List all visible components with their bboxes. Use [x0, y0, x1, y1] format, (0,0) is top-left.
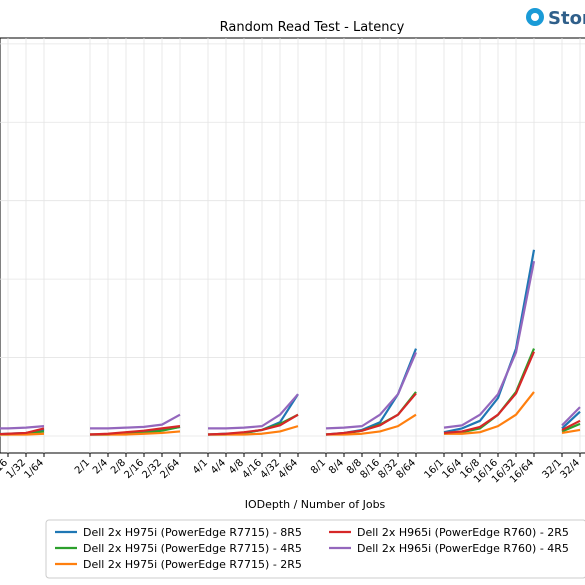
x-tick-label: 8/32: [376, 457, 400, 481]
series-line: [326, 413, 417, 436]
x-tick-label: 2/32: [140, 457, 164, 481]
series-line: [0, 425, 45, 430]
legend-label: Dell 2x H965i (PowerEdge R760) - 2R5: [357, 526, 569, 539]
x-tick-label: 2/1: [73, 457, 92, 476]
x-tick-label: 16/1: [422, 457, 446, 481]
plot-area: [0, 37, 585, 454]
x-tick-label: 1/64: [22, 457, 46, 481]
x-tick-label: 4/64: [276, 457, 300, 481]
x-tick-label: 32/1: [540, 457, 564, 481]
x-tick-label: 8/64: [394, 457, 418, 481]
series-line: [90, 413, 181, 430]
series-line: [89, 425, 181, 436]
x-tick-label: 4/32: [258, 457, 282, 481]
x-tick-label: 2/16: [122, 457, 146, 481]
series-line: [561, 428, 581, 435]
series-line: [443, 260, 536, 429]
series-line: [325, 392, 417, 436]
x-tick-label: 32/4: [558, 457, 582, 481]
series-line: [208, 393, 299, 430]
series-line: [444, 391, 535, 435]
brand-name: Stor: [548, 8, 585, 29]
x-tick-label: 2/4: [91, 457, 110, 476]
series-line: [561, 419, 581, 431]
x-axis-label: IODepth / Number of Jobs: [245, 498, 386, 511]
x-tick-label: 4/1: [191, 457, 210, 476]
x-tick-labels: 1/81/161/321/642/12/42/82/162/322/644/14…: [0, 453, 582, 486]
legend-label: Dell 2x H965i (PowerEdge R760) - 4R5: [357, 542, 569, 555]
x-tick-label: 1/32: [4, 457, 28, 481]
legend-box: [45, 519, 585, 579]
x-tick-label: 2/64: [158, 457, 182, 481]
x-tick-label: 8/16: [358, 457, 382, 481]
legend-label: Dell 2x H975i (PowerEdge R7715) - 2R5: [83, 558, 302, 571]
logo-icon-inner: [531, 13, 539, 21]
legend-label: Dell 2x H975i (PowerEdge R7715) - 4R5: [83, 542, 302, 555]
series-line: [0, 432, 45, 436]
x-tick-label: 4/16: [240, 457, 264, 481]
x-tick-label: 16/4: [440, 457, 464, 481]
series-line: [325, 351, 418, 430]
x-tick-label: 8/1: [309, 457, 328, 476]
x-tick-label: 8/4: [327, 457, 346, 476]
series-line: [207, 413, 299, 436]
legend-label: Dell 2x H975i (PowerEdge R7715) - 8R5: [83, 526, 302, 539]
series-line: [561, 422, 581, 433]
chart-title: Random Read Test - Latency: [220, 20, 405, 35]
series-line: [443, 351, 536, 435]
series-line: [0, 427, 45, 436]
grid-lines: [0, 38, 585, 453]
series-lines: [0, 249, 581, 436]
x-tick-label: 1/16: [0, 457, 10, 481]
series-line: [561, 406, 581, 427]
legend: Dell 2x H975i (PowerEdge R7715) - 8R5 Del…: [45, 519, 585, 579]
x-tick-label: 4/4: [209, 457, 228, 476]
series-line: [561, 410, 581, 430]
brand-logo: Stor: [526, 8, 585, 29]
